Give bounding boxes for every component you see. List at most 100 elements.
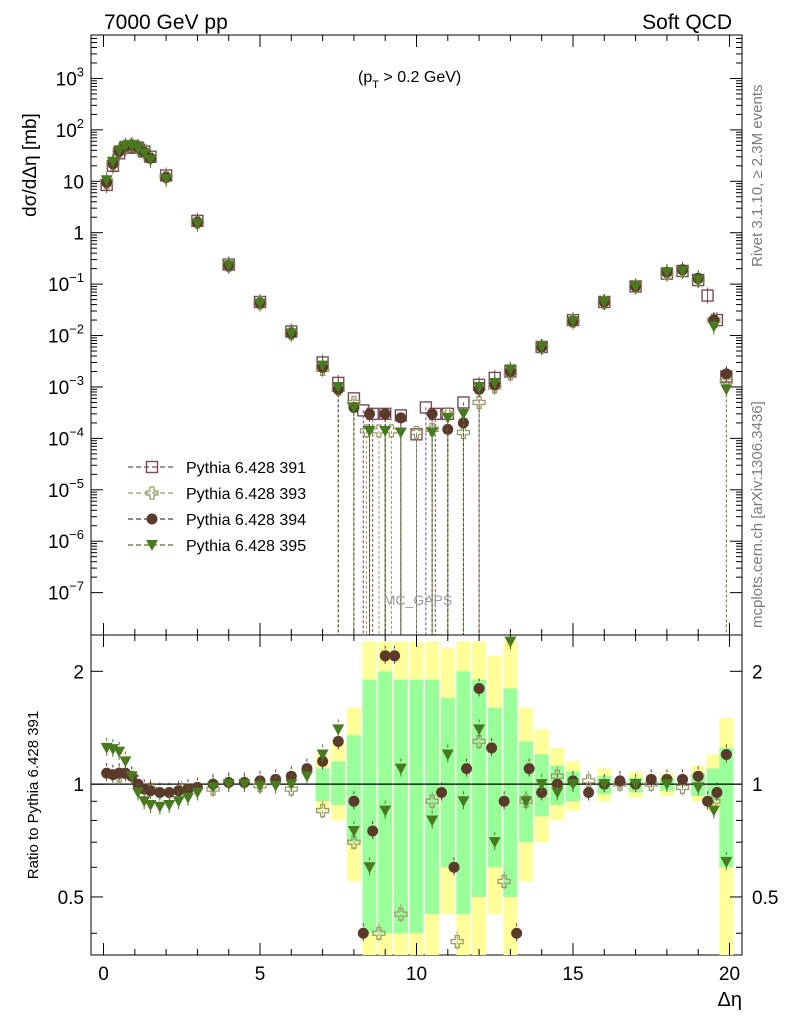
band-green-bin (393, 679, 408, 934)
band-green-bin (331, 761, 346, 805)
data-point (598, 296, 611, 308)
ratio-point (389, 650, 401, 662)
data-point (409, 425, 424, 440)
data-point (254, 298, 267, 310)
data-point (457, 396, 470, 409)
data-point (395, 412, 407, 424)
ratio-point (504, 636, 517, 648)
ratio-point (363, 862, 376, 874)
ratio-point (191, 787, 204, 799)
series-393 (99, 137, 734, 635)
ratio-point (379, 805, 392, 817)
ratio-point (316, 749, 329, 761)
data-point (131, 142, 144, 154)
ratio-point (379, 650, 391, 662)
band-green-bin (346, 735, 361, 843)
band-green-bin (409, 679, 424, 934)
data-point (629, 281, 642, 293)
x-tick-label: 0 (98, 964, 109, 985)
data-point (426, 408, 438, 420)
data-point (472, 395, 486, 410)
x-tick-label: 10 (406, 964, 427, 985)
ratio-y-tick-label: 2 (73, 662, 84, 683)
ratio-point (348, 795, 360, 807)
x-tick-label: 15 (562, 964, 583, 985)
header-right: Soft QCD (642, 11, 732, 34)
ratio-point (394, 763, 407, 775)
ratio-point (138, 796, 151, 808)
ratio-point (131, 787, 144, 799)
ratio-point (535, 779, 548, 791)
ratio-ticks: 0.5 0.51 12 20 5 10 15 20 (58, 635, 778, 985)
ratio-point (536, 786, 548, 798)
y-tick-label: 10−6 (48, 527, 84, 553)
main-title: (pT > 0.2 GeV) (358, 69, 461, 91)
data-point (566, 316, 579, 328)
band-green-bin (440, 697, 455, 868)
ratio-point (441, 749, 454, 761)
ratio-point (394, 907, 408, 921)
ratio-point (523, 763, 535, 775)
mcplots-reference-label: mcplots.cern.ch [arXiv:1306.3436] (749, 401, 766, 628)
data-point (379, 408, 391, 420)
data-point (222, 260, 235, 272)
data-point (316, 360, 329, 372)
data-point (707, 321, 720, 333)
ratio-point (473, 724, 486, 736)
ratio-point (450, 934, 464, 949)
y-tick-label: 103 (56, 64, 84, 90)
ratio-point (720, 748, 732, 760)
ratio-point (472, 734, 486, 749)
ratio-point (461, 763, 473, 775)
data-point (456, 425, 471, 440)
ratio-point (436, 786, 448, 798)
data-point (457, 417, 469, 429)
ratio-y-tick-label-right: 2 (752, 662, 763, 683)
mc-gaps-annotation: MC_GAPS (384, 592, 452, 608)
data-point (363, 425, 376, 437)
data-point (441, 412, 454, 424)
ratio-point (357, 927, 369, 939)
legend-entry: Pythia 6.428 393 (186, 486, 306, 503)
ratio-point (707, 805, 720, 817)
ratio-point (581, 774, 596, 788)
data-point (419, 401, 433, 414)
y-tick-label: 1 (73, 224, 84, 245)
ratio-point (144, 785, 156, 797)
legend-marker (146, 540, 158, 551)
data-point (488, 377, 501, 389)
ratio-point (300, 771, 313, 783)
ratio-point (675, 780, 690, 795)
ratio-point (426, 815, 439, 827)
legend-entry: Pythia 6.428 394 (186, 512, 306, 529)
ratio-point (457, 796, 470, 808)
data-point (676, 266, 689, 278)
y-tick-label: 10−4 (48, 424, 84, 450)
data-point (426, 427, 439, 439)
ratio-point (163, 799, 176, 811)
ratio-point (125, 771, 138, 783)
y-tick-label: 10−1 (48, 270, 84, 296)
ratio-point (153, 801, 166, 813)
y-tick-label: 10−2 (48, 322, 84, 348)
y-tick-label: 10 (63, 172, 84, 193)
x-tick-label: 20 (719, 964, 740, 985)
ratio-point (222, 779, 235, 791)
data-point (660, 267, 673, 279)
ratio-point (660, 779, 673, 791)
data-point (379, 425, 392, 437)
ratio-point (629, 779, 642, 791)
data-point (720, 368, 732, 380)
data-point (191, 218, 204, 230)
ratio-point (315, 803, 330, 818)
data-point (692, 275, 705, 287)
ratio-point (163, 786, 175, 798)
ratio-y-tick-label-right: 0.5 (752, 888, 778, 909)
ratio-y-tick-label: 0.5 (58, 888, 84, 909)
ratio-y-tick-label-right: 1 (752, 775, 763, 796)
data-point (144, 154, 157, 166)
y-tick-label: 102 (56, 116, 84, 142)
band-green-bin (472, 679, 487, 897)
